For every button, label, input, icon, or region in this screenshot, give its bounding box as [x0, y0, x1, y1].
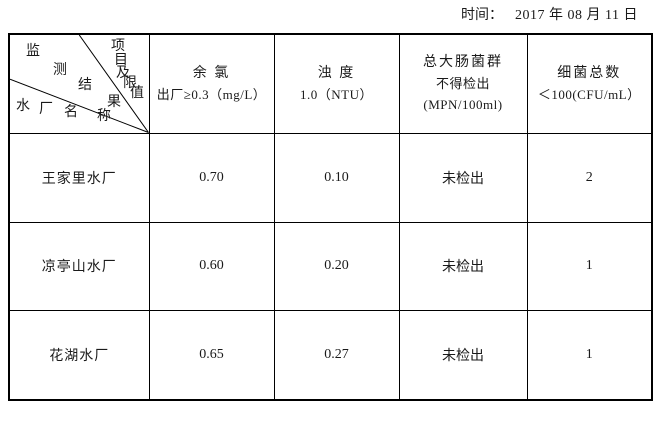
plant-name-cell: 花湖水厂 [8, 309, 150, 401]
table-row: 花湖水厂 0.65 0.27 未检出 1 [8, 309, 653, 401]
header-row: 监测结果 项目及限值 水厂名称 余 氯 出厂≥0.3（mg/L） 浊 度 1.0… [8, 33, 653, 134]
value-cell-bacteria: 1 [526, 221, 653, 311]
value-cell-coliform: 未检出 [398, 221, 528, 311]
report-date-line: 时间： 2017 年 08 月 11 日 [461, 7, 638, 25]
column-title: 余 氯 [192, 65, 231, 81]
time-value: 2017 年 08 月 11 日 [515, 8, 638, 23]
column-header-bacteria-count: 细菌总数 ＜100(CFU/mL） [526, 33, 653, 134]
column-header-residual-chlorine: 余 氯 出厂≥0.3（mg/L） [148, 33, 275, 134]
value-cell-chlorine: 0.70 [148, 132, 275, 223]
column-title: 总大肠菌群 [423, 55, 503, 71]
value-cell-coliform: 未检出 [398, 309, 528, 401]
value-cell-bacteria: 2 [526, 132, 653, 223]
column-limit: 不得检出 [435, 76, 490, 92]
column-title: 浊 度 [317, 65, 356, 81]
water-quality-table: 监测结果 项目及限值 水厂名称 余 氯 出厂≥0.3（mg/L） 浊 度 1.0… [8, 33, 653, 401]
table-row: 凉亭山水厂 0.60 0.20 未检出 1 [8, 221, 653, 311]
plant-name-cell: 王家里水厂 [8, 132, 150, 223]
diagonal-divider-lines [10, 35, 149, 133]
column-limit: ＜100(CFU/mL） [537, 86, 641, 102]
value-cell-turbidity: 0.27 [273, 309, 400, 401]
corner-header-cell: 监测结果 项目及限值 水厂名称 [8, 33, 150, 134]
column-limit: 1.0（NTU） [300, 86, 373, 102]
value-cell-turbidity: 0.10 [273, 132, 400, 223]
column-header-turbidity: 浊 度 1.0（NTU） [273, 33, 400, 134]
table-row: 王家里水厂 0.70 0.10 未检出 2 [8, 132, 653, 223]
value-cell-turbidity: 0.20 [273, 221, 400, 311]
time-label: 时间： [461, 8, 504, 23]
plant-name-cell: 凉亭山水厂 [8, 221, 150, 311]
value-cell-chlorine: 0.60 [148, 221, 275, 311]
value-cell-coliform: 未检出 [398, 132, 528, 223]
column-limit: 出厂≥0.3（mg/L） [156, 86, 267, 102]
column-title: 细菌总数 [557, 65, 622, 81]
column-header-total-coliform: 总大肠菌群 不得检出 (MPN/100ml) [398, 33, 528, 134]
value-cell-chlorine: 0.65 [148, 309, 275, 401]
column-unit: (MPN/100ml) [423, 97, 503, 113]
value-cell-bacteria: 1 [526, 309, 653, 401]
